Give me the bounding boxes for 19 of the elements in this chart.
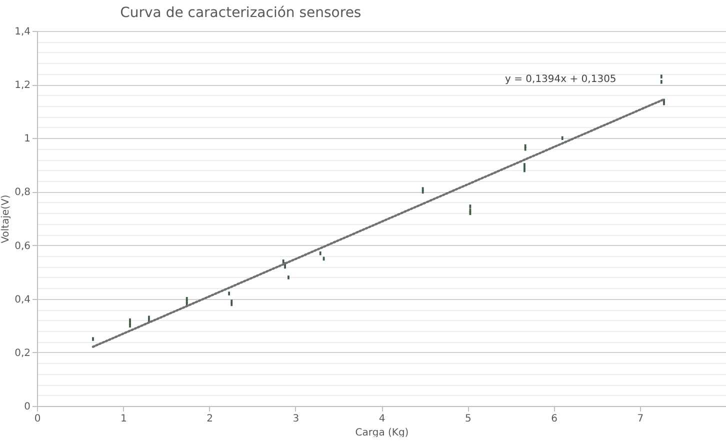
x-tick-label: 2	[206, 414, 213, 424]
x-tick-label: 7	[637, 414, 644, 424]
y-tick-label: 0,4	[14, 294, 30, 306]
y-tick-label: 0	[24, 402, 30, 412]
x-tick-label: 5	[464, 414, 472, 424]
y-tick-label: 1	[24, 134, 30, 145]
y-tick-label: 1,4	[14, 26, 30, 38]
x-tick-label: 3	[292, 414, 300, 424]
x-tick-label: 0	[34, 414, 41, 424]
x-tick-label: 1	[120, 414, 127, 424]
y-axis-title: Voltaje(V)	[0, 194, 12, 244]
annotation: y = 0,1394x + 0,1305	[505, 74, 616, 85]
y-tick-label: 0,8	[14, 187, 30, 198]
y-tick-label: 1,2	[14, 80, 30, 92]
y-tick-label: 0,6	[14, 240, 30, 252]
x-tick-label: 4	[378, 414, 386, 424]
y-tick-label: 0,2	[14, 348, 30, 359]
x-tick-label: 6	[551, 414, 558, 424]
chart-title: Curva de caracterización sensores	[120, 5, 362, 21]
